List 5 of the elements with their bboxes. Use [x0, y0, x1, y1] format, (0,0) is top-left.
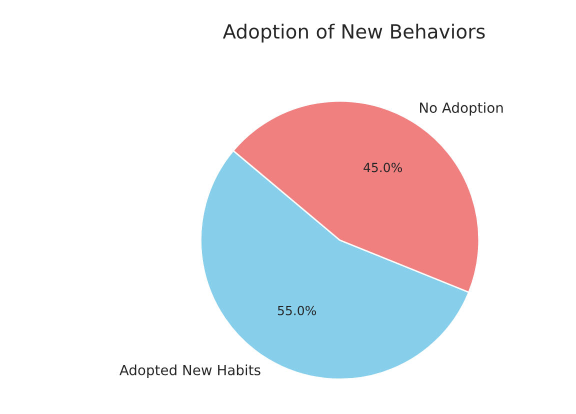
data-label: 45.0%: [364, 162, 402, 172]
slice-label: Adopted New Habits: [120, 364, 260, 378]
slice-label: No Adoption: [420, 102, 503, 116]
data-label: 55.0%: [278, 306, 316, 316]
chart-title: Adoption of New Behaviors: [222, 24, 485, 43]
